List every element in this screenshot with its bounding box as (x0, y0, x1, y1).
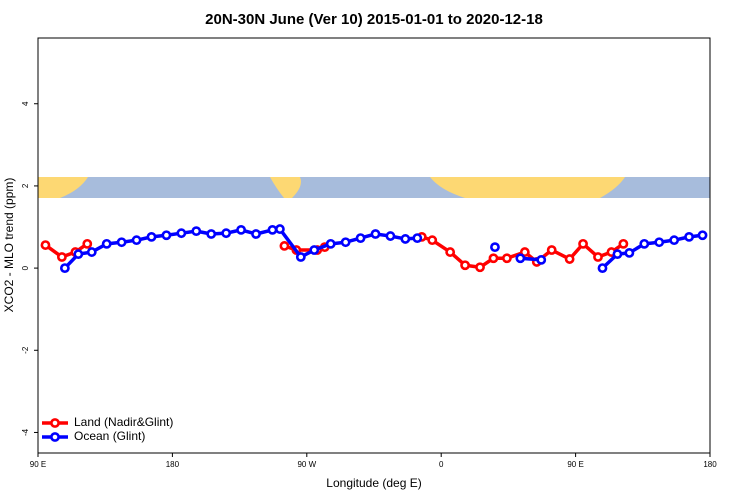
y-axis-label: XCO2 - MLO trend (ppm) (2, 178, 16, 313)
data-point (59, 263, 70, 273)
data-point (131, 235, 142, 246)
series-line (44, 242, 89, 259)
y-tick-label: -2 (21, 346, 30, 354)
data-point (40, 240, 51, 250)
data-point (73, 249, 84, 260)
data-point (460, 260, 470, 271)
data-point (445, 247, 456, 257)
x-tick-label: 180 (166, 460, 180, 469)
x-tick-label: 90 W (297, 460, 316, 469)
x-tick-label: 0 (439, 460, 444, 469)
data-point (161, 230, 172, 241)
data-point (654, 237, 665, 248)
data-point (221, 228, 232, 239)
legend-label: Ocean (Glint) (74, 429, 145, 443)
x-tick-label: 90 E (567, 460, 583, 469)
data-point (385, 231, 396, 241)
data-point (116, 237, 127, 248)
data-point (515, 253, 526, 264)
data-point (684, 231, 694, 242)
data-point (536, 254, 547, 265)
map-strip (38, 177, 710, 198)
data-point (206, 229, 217, 239)
data-point (309, 245, 320, 255)
data-point (618, 238, 629, 249)
data-point (624, 247, 635, 258)
data-point (236, 224, 246, 235)
legend-label: Land (Nadir&Glint) (74, 415, 173, 429)
data-point (370, 229, 381, 239)
chart-title: 20N-30N June (Ver 10) 2015-01-01 to 2020… (205, 11, 543, 28)
x-tick-label: 90 E (30, 460, 46, 469)
data-point (490, 242, 500, 253)
data-point (639, 238, 650, 249)
data-point (669, 235, 680, 246)
data-point (400, 234, 411, 244)
data-point (82, 238, 93, 249)
data-point (275, 224, 285, 234)
data-point (475, 262, 485, 273)
y-tick-label: -4 (21, 428, 30, 436)
data-point (191, 226, 202, 237)
data-point (279, 241, 290, 251)
x-tick-label: 180 (703, 460, 717, 469)
data-point (546, 245, 557, 255)
data-point (564, 254, 575, 264)
data-point (519, 247, 530, 257)
data-point (56, 252, 67, 262)
data-point (86, 247, 97, 257)
data-point (502, 253, 512, 264)
data-point (593, 252, 603, 262)
x-axis-label: Longitude (deg E) (326, 476, 421, 490)
data-point (340, 237, 351, 248)
data-point (597, 263, 608, 273)
data-point (488, 253, 499, 264)
data-point (325, 238, 336, 249)
data-point (101, 238, 112, 249)
legend-marker (50, 418, 60, 428)
data-point (355, 233, 366, 244)
data-point (412, 233, 423, 244)
data-point (697, 230, 708, 241)
data-point (612, 249, 623, 260)
series-line (63, 227, 418, 270)
data-point (295, 252, 306, 262)
y-tick-label: 0 (21, 265, 30, 270)
legend-marker (50, 432, 60, 442)
data-point (427, 235, 438, 246)
plot-frame (37, 37, 711, 454)
data-point (176, 228, 187, 239)
y-tick-label: 4 (21, 101, 30, 106)
data-point (267, 224, 278, 235)
y-tick-label: 2 (21, 183, 30, 188)
data-point (578, 238, 588, 249)
data-point (146, 231, 157, 242)
data-point (251, 229, 261, 239)
